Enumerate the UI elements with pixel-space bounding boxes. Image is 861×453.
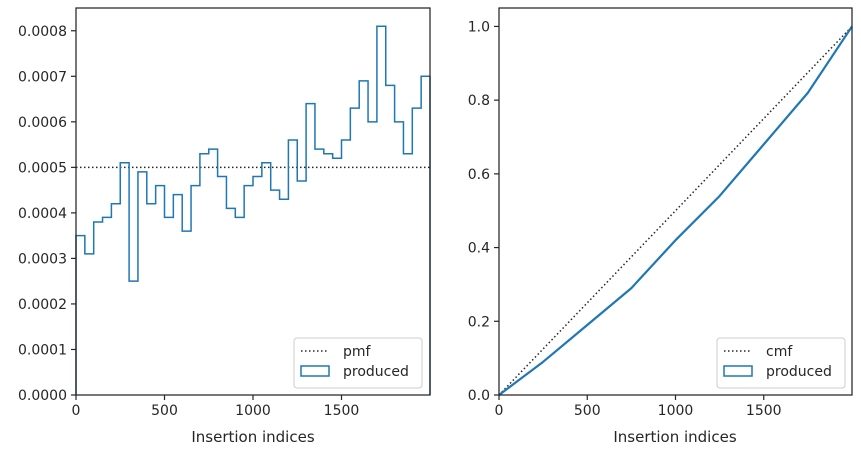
y-axis-ticks: 0.0000 0.0001 0.0002 0.0003 0.0004 0.0005 0.00…: [18, 24, 76, 404]
y-tick-label: 0.4: [468, 241, 490, 257]
x-axis-label: Insertion indices: [191, 428, 314, 446]
x-axis-ticks: 0 500 1000 1500: [495, 395, 782, 419]
y-tick-label: 0.0004: [18, 206, 67, 222]
legend-produced-swatch: [300, 365, 330, 377]
x-tick-label: 1500: [324, 403, 360, 419]
histogram-marks: [75, 25, 431, 395]
x-tick-label: 500: [574, 403, 601, 419]
y-tick-label: 0.0: [468, 388, 490, 404]
y-tick-label: 0.0000: [18, 388, 67, 404]
legend-produced-label: produced: [766, 364, 832, 380]
x-tick-label: 500: [151, 403, 178, 419]
y-axis-ticks: 0.0 0.2 0.4 0.6 0.8 1.0: [468, 19, 499, 404]
legend: pmf produced: [293, 337, 423, 389]
plot-frame: [498, 7, 853, 396]
y-tick-label: 0.8: [468, 93, 490, 109]
x-tick-label: 0: [495, 403, 504, 419]
y-tick-label: 0.0008: [18, 24, 67, 40]
y-tick-label: 0.6: [468, 167, 490, 183]
y-tick-label: 0.0001: [18, 342, 67, 358]
x-tick-label: 0: [72, 403, 81, 419]
x-tick-label: 1500: [746, 403, 782, 419]
produced-cumulative-line: [498, 25, 853, 396]
x-axis-label: Insertion indices: [613, 428, 736, 446]
plot-frame: [75, 7, 431, 396]
produced-histogram-step: [75, 25, 431, 395]
cmf-line: [498, 25, 853, 396]
y-tick-label: 0.0007: [18, 69, 67, 85]
legend-produced-label: produced: [343, 364, 409, 380]
legend: cmf produced: [716, 337, 846, 389]
y-tick-label: 0.2: [468, 314, 490, 330]
cumulative-marks: [498, 25, 853, 396]
legend-produced-swatch: [723, 365, 753, 377]
x-tick-label: 1000: [658, 403, 694, 419]
legend-pmf-label: pmf: [343, 344, 372, 360]
x-axis-ticks: 0 500 1000 1500: [72, 395, 360, 419]
x-tick-label: 1000: [235, 403, 271, 419]
y-tick-label: 0.0005: [18, 160, 67, 176]
histogram-panel: 0 500 1000 1500 0.00000.00010.00020.00030.0…: [18, 7, 431, 446]
y-tick-label: 0.0002: [18, 297, 67, 313]
y-tick-label: 0.0003: [18, 251, 67, 267]
legend-cmf-label: cmf: [766, 344, 793, 360]
cumulative-panel: 0 500 1000 1500 0.0 0.2 0.4 0.6 0.8 1.0 Insertio…: [468, 7, 853, 446]
y-tick-label: 0.0006: [18, 115, 67, 131]
y-tick-label: 1.0: [468, 19, 490, 35]
